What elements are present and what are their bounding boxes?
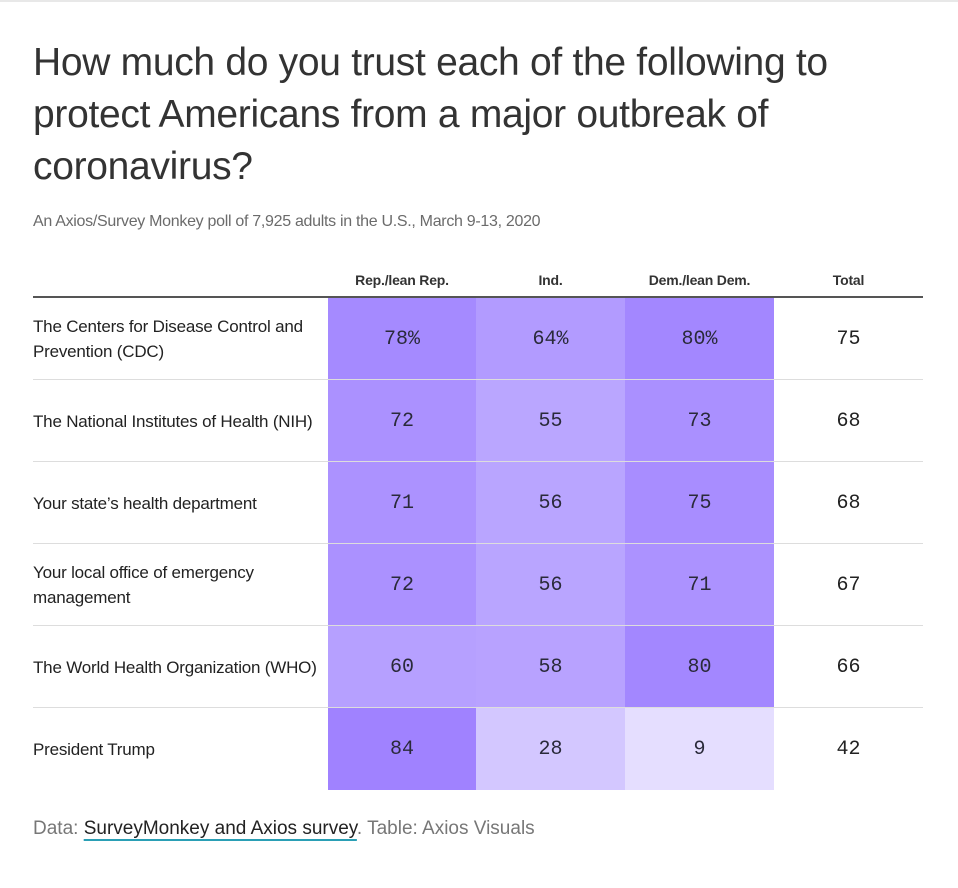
table-row: The National Institutes of Health (NIH) 7…	[33, 380, 923, 462]
footer-prefix: Data:	[33, 818, 84, 839]
column-header: Rep./lean Rep.	[355, 272, 449, 288]
heat-cell: 80%	[625, 298, 774, 380]
heat-cell: 9	[625, 708, 774, 790]
heat-cell: 56	[476, 462, 625, 544]
row-label: Your state’s health department	[33, 493, 257, 513]
source-footer: Data: SurveyMonkey and Axios survey. Tab…	[33, 816, 535, 842]
heat-cell: 78%	[328, 298, 476, 380]
column-header: Ind.	[538, 272, 563, 288]
row-divider	[33, 379, 923, 380]
source-link[interactable]: SurveyMonkey and Axios survey	[83, 818, 357, 839]
heat-cell: 28	[476, 708, 625, 790]
column-header: Total	[832, 272, 865, 288]
heat-cell: 71	[328, 462, 476, 544]
table-row: The World Health Organization (WHO) 60 58 8…	[33, 626, 923, 708]
chart-title: How much do you trust each of the follow…	[33, 41, 828, 188]
chart-subtitle: An Axios/Survey Monkey poll of 7,925 adu…	[33, 213, 541, 230]
total-cell: 75	[836, 327, 861, 351]
table-row: Your state’s health department 71 56 75 68	[33, 462, 923, 544]
heat-cell: 60	[328, 626, 476, 708]
row-label: President Trump	[33, 739, 155, 759]
heat-cell: 64%	[476, 298, 625, 380]
heat-cell: 56	[476, 544, 625, 626]
table-row: Your local office of emergency managemen…	[33, 544, 923, 626]
total-cell: 68	[836, 491, 861, 515]
total-cell: 67	[836, 573, 861, 597]
heat-cell: 72	[328, 380, 476, 462]
heat-cell: 73	[625, 380, 774, 462]
heat-cell: 84	[328, 708, 476, 790]
row-label: The World Health Organization (WHO)	[33, 657, 317, 677]
total-cell: 68	[836, 409, 861, 433]
heat-cell: 80	[625, 626, 774, 708]
row-divider	[33, 625, 923, 626]
heat-cell: 58	[476, 626, 625, 708]
total-cell: 42	[836, 737, 861, 761]
total-cell: 66	[836, 655, 861, 679]
heat-cell: 71	[625, 544, 774, 626]
top-divider	[0, 0, 958, 2]
header-rule	[33, 296, 923, 298]
row-label: Your local office of emergency managemen…	[33, 563, 254, 607]
heat-cell: 72	[328, 544, 476, 626]
heat-cell: 55	[476, 380, 625, 462]
row-label: The Centers for Disease Control and Prev…	[33, 317, 303, 361]
table-row: The Centers for Disease Control and Prev…	[33, 298, 923, 380]
row-divider	[33, 543, 923, 544]
row-divider	[33, 707, 923, 708]
footer-suffix: . Table: Axios Visuals	[356, 818, 535, 839]
column-header: Dem./lean Dem.	[648, 272, 751, 288]
row-divider	[33, 461, 923, 462]
row-label: The National Institutes of Health (NIH)	[33, 411, 313, 431]
table-row: President Trump 84 28 9 42	[33, 708, 923, 790]
heat-cell: 75	[625, 462, 774, 544]
